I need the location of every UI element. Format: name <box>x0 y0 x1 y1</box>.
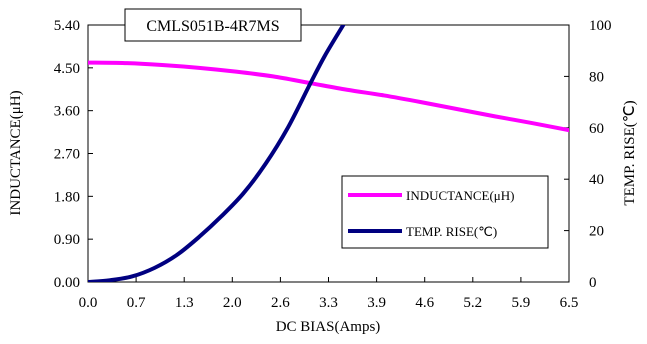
y-tick-label: 3.60 <box>54 104 80 120</box>
legend: INDUCTANCE(μH) TEMP. RISE(℃) <box>341 175 549 249</box>
legend-label-inductance: INDUCTANCE(μH) <box>406 188 514 203</box>
y-tick-label: 1.80 <box>54 189 80 205</box>
y-axis-label-right: TEMP. RISE(℃) <box>622 100 638 205</box>
x-tick-label: 6.5 <box>560 295 579 311</box>
x-axis-label: DC BIAS(Amps) <box>276 319 381 335</box>
x-axis: 0.0 0.7 1.3 2.0 2.6 3.3 3.9 4.6 5.2 5.9 6.5 <box>79 277 579 311</box>
series-layer <box>88 25 569 282</box>
y2-tick-label: 40 <box>589 172 604 188</box>
y2-tick-label: 0 <box>589 275 597 291</box>
y2-tick-label: 60 <box>589 121 604 137</box>
series-line-inductance <box>88 60 569 133</box>
x-tick-label: 3.9 <box>367 295 386 311</box>
x-tick-label: 3.3 <box>319 295 338 311</box>
chart-title-box: CMLS051B-4R7MS <box>124 8 302 42</box>
series-line-temp-rise <box>88 25 346 282</box>
y-tick-label: 4.50 <box>54 61 80 77</box>
x-tick-label: 0.7 <box>127 295 146 311</box>
chart-title: CMLS051B-4R7MS <box>146 18 279 35</box>
x-tick-label: 2.0 <box>223 295 242 311</box>
y2-tick-label: 80 <box>589 69 604 85</box>
x-tick-label: 2.6 <box>271 295 290 311</box>
x-tick-label: 1.3 <box>175 295 194 311</box>
y-axis-right: 0 20 40 60 80 100 <box>564 18 612 291</box>
y-tick-label: 2.70 <box>54 147 80 163</box>
y-axis-left: 0.00 0.90 1.80 2.70 3.60 4.50 5.40 <box>54 18 93 291</box>
y-tick-label: 5.40 <box>54 18 80 34</box>
y-tick-label: 0.00 <box>54 275 80 291</box>
legend-frame <box>341 175 549 249</box>
y2-tick-label: 20 <box>589 224 604 240</box>
y-tick-label: 0.90 <box>54 232 80 248</box>
x-tick-label: 5.2 <box>463 295 482 311</box>
x-tick-label: 0.0 <box>79 295 98 311</box>
y2-tick-label: 100 <box>589 18 612 34</box>
x-tick-label: 5.9 <box>512 295 531 311</box>
x-tick-label: 4.6 <box>415 295 434 311</box>
y-axis-label-left: INDUCTANCE(μH) <box>8 90 24 215</box>
title-frame <box>124 8 302 42</box>
legend-label-temp-rise: TEMP. RISE(℃) <box>406 224 497 239</box>
